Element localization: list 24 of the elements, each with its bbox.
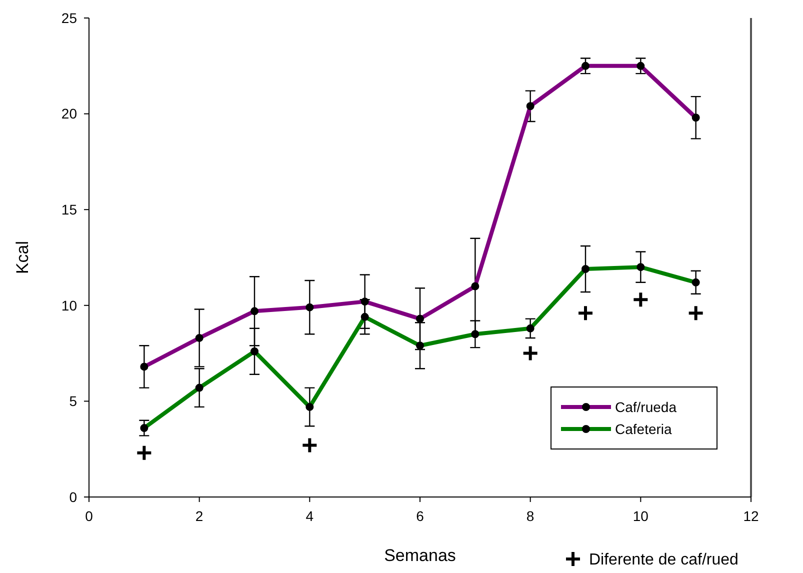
y-tick-label: 0 [69, 488, 78, 505]
y-tick-label: 10 [61, 297, 78, 314]
legend-label: Diferente de caf/rued [589, 552, 738, 569]
x-tick-label: 2 [195, 508, 204, 524]
point [301, 436, 318, 454]
x-tick-label: 4 [306, 508, 314, 524]
legend-label: Cafeteria [615, 420, 672, 437]
point [522, 344, 539, 362]
legend-label: Caf/rueda [615, 398, 677, 415]
y-tick-label: 15 [61, 202, 78, 218]
x-tick-label: 8 [526, 508, 534, 524]
x-axis-title: Semanas [384, 546, 456, 565]
point [687, 304, 704, 322]
x-tick-label: 6 [416, 508, 424, 524]
x-tick-label: 0 [85, 508, 94, 524]
y-tick-label: 5 [69, 393, 78, 410]
y-tick-label: 25 [61, 10, 78, 26]
y-axis-title: Kcal [13, 240, 32, 274]
point [577, 304, 594, 322]
point [632, 291, 650, 308]
point [136, 444, 153, 462]
x-tick-label: 10 [632, 508, 649, 524]
y-tick-label: 20 [61, 106, 78, 122]
x-tick-label: 12 [743, 508, 759, 524]
